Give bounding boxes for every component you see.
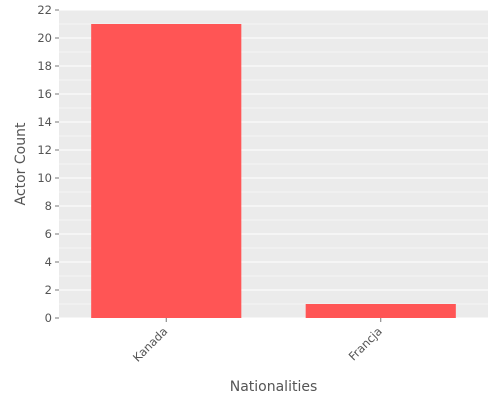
y-axis-label: Actor Count bbox=[13, 122, 29, 205]
y-tick-label: 16 bbox=[37, 87, 52, 101]
bar-kanada bbox=[91, 24, 242, 318]
x-tick-label: Kanada bbox=[130, 324, 170, 364]
y-tick-label: 18 bbox=[37, 59, 52, 73]
y-tick-label: 6 bbox=[45, 227, 52, 241]
y-tick-label: 8 bbox=[45, 199, 52, 213]
bar-francja bbox=[305, 304, 456, 318]
y-tick-label: 14 bbox=[37, 115, 52, 129]
y-tick-label: 10 bbox=[37, 171, 52, 185]
x-axis-label: Nationalities bbox=[230, 379, 318, 395]
bars bbox=[91, 24, 456, 318]
y-tick-label: 20 bbox=[37, 31, 52, 45]
y-tick-label: 12 bbox=[37, 143, 52, 157]
y-tick-label: 0 bbox=[45, 311, 52, 325]
y-axis-ticks: 0 2 4 6 8 10 12 14 16 18 20 22 bbox=[37, 3, 59, 325]
x-tick-label: Francja bbox=[346, 324, 385, 363]
y-tick-label: 22 bbox=[37, 3, 52, 17]
x-axis-ticks: Kanada Francja bbox=[130, 318, 385, 365]
y-tick-label: 4 bbox=[45, 255, 52, 269]
y-tick-label: 2 bbox=[45, 283, 52, 297]
